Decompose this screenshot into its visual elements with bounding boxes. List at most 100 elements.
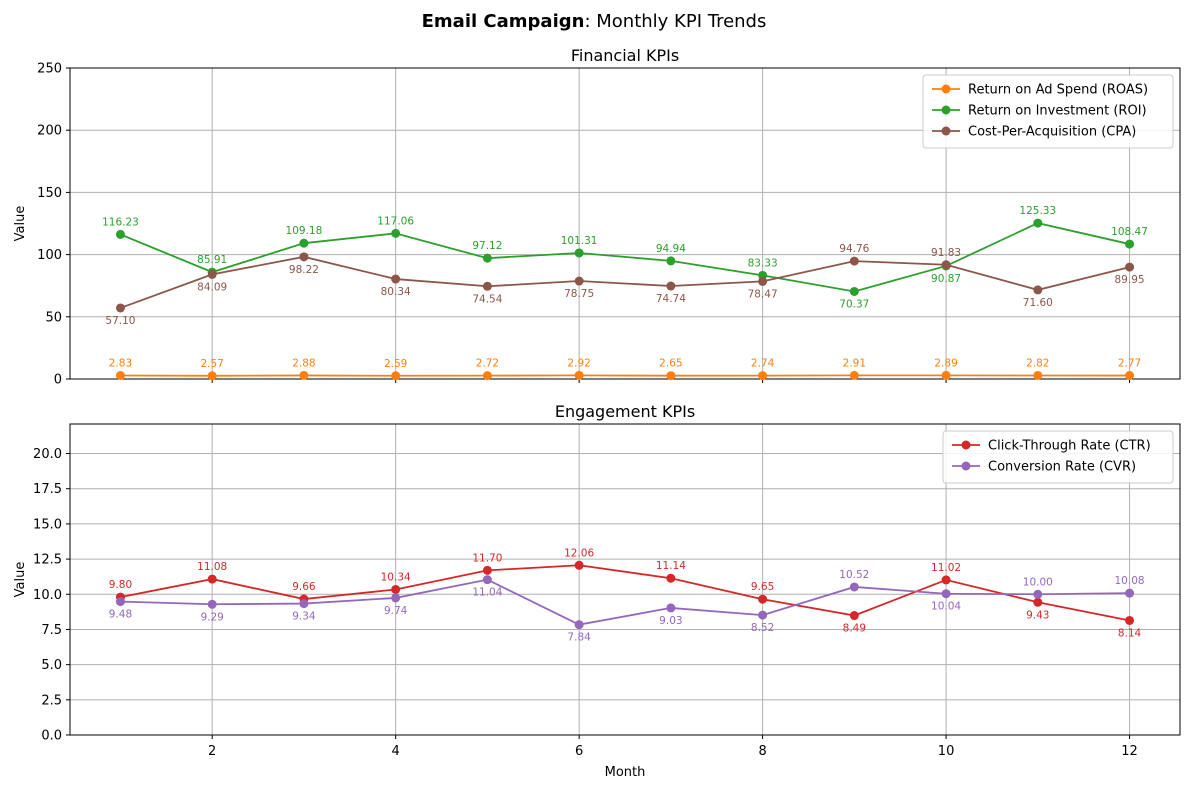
data-point	[666, 371, 676, 381]
panel-title: Financial KPIs	[571, 46, 679, 65]
data-label: 11.70	[472, 552, 502, 564]
data-label: 85.91	[197, 254, 227, 266]
data-point	[849, 256, 859, 266]
data-label: 2.92	[567, 357, 590, 369]
data-point	[482, 281, 492, 291]
y-tick-label: 0.0	[41, 729, 62, 744]
x-axis-label: Month	[605, 765, 646, 780]
data-label: 78.47	[748, 288, 778, 300]
data-point	[299, 599, 309, 609]
data-label: 9.29	[200, 611, 223, 623]
data-point	[391, 228, 401, 238]
legend-marker	[961, 440, 971, 450]
data-point	[1125, 262, 1135, 272]
data-point	[299, 252, 309, 262]
data-label: 10.52	[839, 569, 869, 581]
plot-frame	[69, 423, 1181, 736]
data-label: 80.34	[381, 286, 411, 298]
plot-frame	[69, 67, 1181, 380]
data-label: 90.87	[931, 273, 961, 285]
data-point	[574, 620, 584, 630]
series-line	[120, 564, 1130, 622]
y-axis-label: Value	[13, 562, 28, 598]
data-label: 8.52	[751, 622, 774, 634]
data-label: 108.47	[1111, 226, 1148, 238]
data-label: 2.88	[292, 357, 315, 369]
data-point	[941, 260, 951, 270]
data-label: 83.33	[748, 257, 778, 269]
series-line	[120, 578, 1130, 626]
figure-title-bold: Email Campaign	[422, 11, 585, 32]
data-label: 9.03	[659, 615, 682, 627]
data-label: 2.91	[843, 357, 866, 369]
data-label: 70.37	[839, 298, 869, 310]
data-point	[115, 370, 125, 380]
data-point	[1033, 285, 1043, 295]
data-point	[1033, 597, 1043, 607]
data-point	[666, 603, 676, 613]
data-point	[758, 276, 768, 286]
data-label: 2.74	[751, 358, 775, 370]
data-label: 2.59	[384, 358, 407, 370]
y-tick-label: 2.5	[41, 693, 62, 708]
data-point	[115, 597, 125, 607]
data-label: 11.08	[197, 561, 227, 573]
series-line	[120, 222, 1130, 293]
data-point	[482, 565, 492, 575]
data-point	[207, 269, 217, 279]
data-label: 109.18	[286, 225, 323, 237]
legend-marker	[941, 84, 951, 94]
data-label: 74.74	[656, 293, 686, 305]
data-label: 74.54	[472, 293, 502, 305]
data-point	[1033, 218, 1043, 228]
engagement-kpis-panel: 0.0 2.5 5.0 7.5 10.0 12.5 15.0 17.5 20.0 2 4 6 8 10 12…	[13, 402, 1181, 780]
data-point	[391, 274, 401, 284]
data-point	[1125, 588, 1135, 598]
data-point	[849, 611, 859, 621]
data-point	[574, 560, 584, 570]
data-label: 9.43	[1026, 609, 1049, 621]
data-point	[941, 589, 951, 599]
y-tick-label: 5.0	[41, 658, 62, 673]
x-tick-label: 4	[392, 744, 400, 759]
y-axis-label: Value	[13, 206, 28, 242]
data-label: 116.23	[102, 216, 139, 228]
data-label: 8.14	[1118, 627, 1142, 639]
data-point	[666, 256, 676, 266]
figure-title: Email Campaign: Monthly KPI Trends	[422, 11, 767, 32]
data-point	[666, 573, 676, 583]
panel-title: Engagement KPIs	[555, 402, 695, 421]
x-tick-label: 12	[1121, 744, 1138, 759]
data-point	[941, 370, 951, 380]
data-label: 2.77	[1118, 358, 1141, 370]
data-label: 2.83	[109, 357, 132, 369]
y-tick-label: 15.0	[33, 517, 62, 532]
data-label: 11.04	[472, 587, 502, 599]
data-point	[1125, 371, 1135, 381]
y-tick-label: 7.5	[41, 623, 62, 638]
data-label: 12.06	[564, 547, 594, 559]
legend-label: Click-Through Rate (CTR)	[988, 439, 1151, 454]
data-label: 9.80	[109, 579, 132, 591]
data-label: 9.74	[384, 605, 408, 617]
data-label: 57.10	[105, 315, 135, 327]
data-label: 98.22	[289, 264, 319, 276]
data-label: 2.57	[200, 358, 223, 370]
data-label: 84.09	[197, 281, 227, 293]
data-point	[849, 286, 859, 296]
data-point	[115, 229, 125, 239]
legend-box	[922, 74, 1174, 149]
data-point	[115, 303, 125, 313]
y-tick-label: 12.5	[33, 553, 62, 568]
data-label: 97.12	[472, 240, 502, 252]
data-point	[1033, 370, 1043, 380]
data-label: 11.02	[931, 562, 961, 574]
legend-marker	[941, 126, 951, 136]
legend-box	[942, 430, 1174, 484]
data-point	[207, 599, 217, 609]
x-tick-label: 6	[575, 744, 583, 759]
data-point	[758, 610, 768, 620]
legend-marker	[961, 461, 971, 471]
